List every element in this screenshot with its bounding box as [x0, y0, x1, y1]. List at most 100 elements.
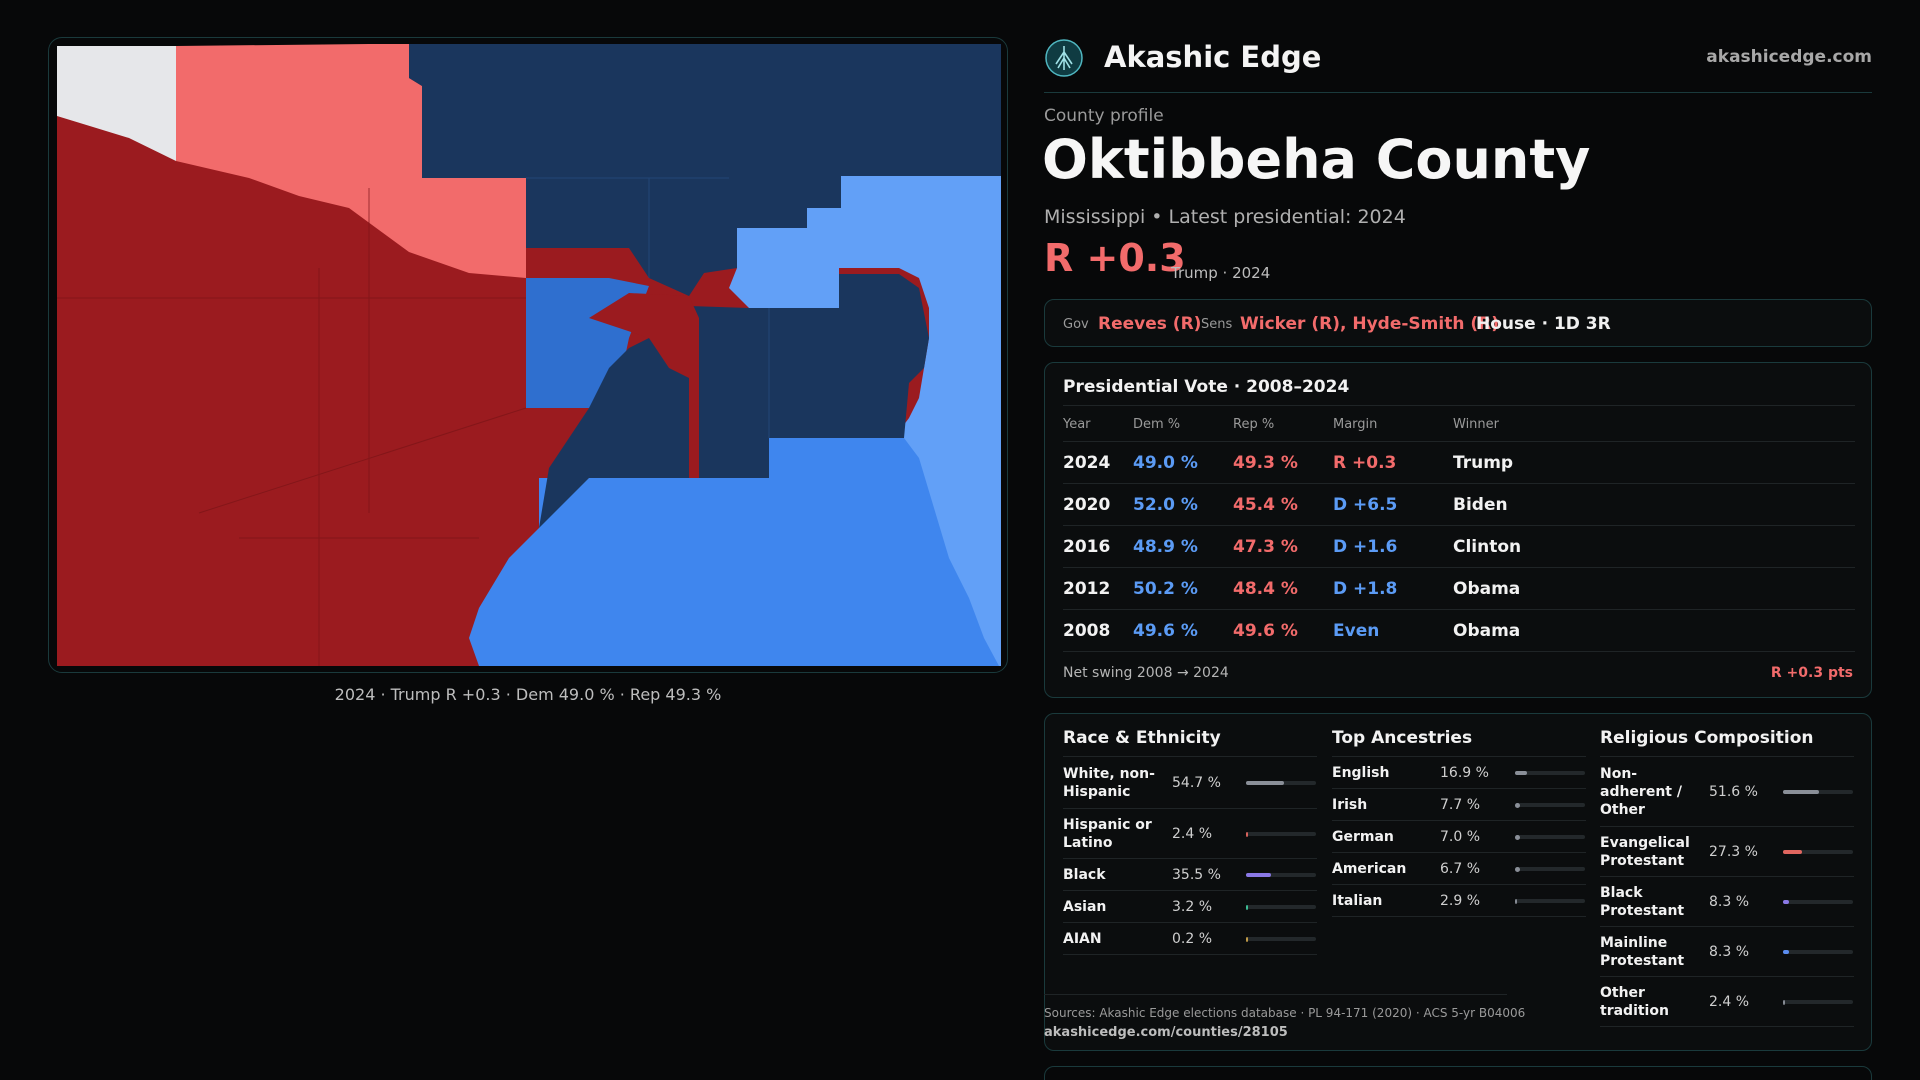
row-margin: D +1.6 [1333, 537, 1398, 557]
row-winner: Clinton [1453, 537, 1522, 557]
precinct-tilt-d-east[interactable] [729, 176, 1001, 666]
race-row: Hispanic or Latino 2.4 % [1063, 809, 1317, 859]
precinct-map-svg[interactable] [49, 38, 1008, 673]
ancestry-label: Irish [1332, 797, 1368, 813]
race-row: Black 35.5 % [1063, 859, 1317, 891]
profile-label: County profile [1044, 106, 1164, 126]
brand-name[interactable]: Akashic Edge [1104, 40, 1322, 74]
county-precinct-map[interactable] [48, 37, 1008, 673]
ancestry-label: American [1332, 861, 1407, 877]
brand-url-link[interactable]: akashicedge.com [1706, 47, 1872, 67]
row-rep-pct: 49.3 % [1233, 453, 1298, 473]
senators-value: Wicker (R), Hyde-Smith (R) [1240, 314, 1499, 334]
ancestry-value: 16.9 % [1440, 764, 1489, 781]
row-rep-pct: 49.6 % [1233, 621, 1298, 641]
row-year: 2024 [1063, 453, 1111, 473]
race-row: AIAN 0.2 % [1063, 923, 1317, 955]
race-value: 2.4 % [1172, 825, 1213, 842]
ancestry-title: Top Ancestries [1332, 728, 1473, 748]
religion-bar-track [1783, 999, 1853, 1005]
row-dem-pct: 49.0 % [1133, 453, 1198, 473]
row-margin: D +1.8 [1333, 579, 1398, 599]
race-bar-fill [1246, 904, 1248, 910]
religion-bar-fill [1783, 790, 1819, 794]
row-dem-pct: 49.6 % [1133, 621, 1198, 641]
col-rep: Rep % [1233, 417, 1275, 432]
race-bar-fill [1246, 781, 1284, 785]
officials-bar: Gov Reeves (R) Sens Wicker (R), Hyde-Smi… [1044, 299, 1872, 347]
col-margin: Margin [1333, 417, 1378, 432]
table-row: 2020 52.0 % 45.4 % D +6.5 Biden [1063, 484, 1855, 526]
ancestry-bar-fill [1515, 802, 1520, 808]
religion-label: Black Protestant [1600, 885, 1685, 919]
religion-label: Mainline Protestant [1600, 935, 1685, 969]
house-value: House · 1D 3R [1476, 314, 1611, 334]
precinct-safe-d-corridor[interactable] [539, 338, 689, 528]
religion-value: 8.3 % [1709, 943, 1750, 960]
county-subtitle: Mississippi • Latest presidential: 2024 [1044, 206, 1406, 228]
ancestry-bar-fill [1515, 866, 1520, 872]
ancestry-row: Irish 7.7 % [1332, 789, 1586, 821]
presidential-table-header: Year Dem % Rep % Margin Winner [1063, 405, 1855, 442]
table-row: 2012 50.2 % 48.4 % D +1.8 Obama [1063, 568, 1855, 610]
race-bar-fill [1246, 936, 1248, 942]
ancestry-row: American 6.7 % [1332, 853, 1586, 885]
religion-row: Other tradition 2.4 % [1600, 977, 1854, 1027]
precinct-safe-d-north[interactable] [369, 44, 1001, 296]
permalink-url[interactable]: akashicedge.com/counties/28105 [1044, 1025, 1288, 1040]
precinct-lean-r[interactable] [176, 44, 526, 278]
race-bar-track [1246, 831, 1316, 837]
race-bar-fill [1246, 873, 1271, 877]
table-row: 2016 48.9 % 47.3 % D +1.6 Clinton [1063, 526, 1855, 568]
race-value: 3.2 % [1172, 898, 1213, 915]
religion-bar-fill [1783, 900, 1789, 904]
religion-bar-track [1783, 950, 1853, 954]
race-label: AIAN [1063, 931, 1102, 947]
row-winner: Obama [1453, 579, 1521, 599]
brand-header: Akashic Edge akashicedge.com [1044, 36, 1872, 93]
race-label: Hispanic or Latino [1063, 817, 1152, 851]
presidential-vote-panel: Presidential Vote · 2008–2024 Year Dem %… [1044, 362, 1872, 698]
race-value: 35.5 % [1172, 866, 1221, 883]
governor-value: Reeves (R) [1098, 314, 1202, 334]
ancestry-row: English 16.9 % [1332, 757, 1586, 789]
net-swing-label: Net swing 2008 → 2024 [1063, 665, 1229, 681]
row-winner: Obama [1453, 621, 1521, 641]
religion-bar-track [1783, 790, 1853, 794]
precinct-tossup[interactable] [57, 46, 176, 161]
ancestry-bar-fill [1515, 898, 1517, 904]
ancestry-value: 7.7 % [1440, 796, 1481, 813]
row-year: 2020 [1063, 495, 1111, 515]
ancestry-label: Italian [1332, 893, 1383, 909]
row-margin: Even [1333, 621, 1380, 641]
ancestry-row: German 7.0 % [1332, 821, 1586, 853]
religion-bar-track [1783, 850, 1853, 854]
religion-value: 51.6 % [1709, 783, 1758, 800]
row-rep-pct: 48.4 % [1233, 579, 1298, 599]
col-dem: Dem % [1133, 417, 1181, 432]
religion-value: 27.3 % [1709, 843, 1758, 860]
row-year: 2016 [1063, 537, 1111, 557]
race-bar-track [1246, 781, 1316, 785]
presidential-title: Presidential Vote · 2008–2024 [1063, 377, 1350, 397]
demographics-panel: Race & Ethnicity White, non-Hispanic 54.7… [1044, 713, 1872, 1051]
ancestry-bar-fill [1515, 834, 1520, 840]
precinct-safe-d-center[interactable] [689, 274, 929, 478]
ancestry-bar-track [1515, 898, 1585, 904]
race-label: Black [1063, 867, 1106, 883]
row-rep-pct: 47.3 % [1233, 537, 1298, 557]
ancestry-label: German [1332, 829, 1394, 845]
race-title: Race & Ethnicity [1063, 728, 1221, 748]
row-margin: R +0.3 [1333, 453, 1397, 473]
headline-margin-note: Trump · 2024 [1171, 264, 1271, 282]
akashic-edge-tree-icon[interactable] [1044, 38, 1084, 78]
precinct-lean-d-south[interactable] [469, 438, 999, 666]
row-year: 2008 [1063, 621, 1111, 641]
race-value: 54.7 % [1172, 774, 1221, 791]
religion-bar-track [1783, 900, 1853, 904]
sources-text: Sources: Akashic Edge elections database… [1044, 1006, 1526, 1020]
ancestry-bar-track [1515, 866, 1585, 872]
ancestry-value: 7.0 % [1440, 828, 1481, 845]
table-row: 2008 49.6 % 49.6 % Even Obama [1063, 610, 1855, 652]
net-swing-value: R +0.3 pts [1770, 665, 1853, 681]
